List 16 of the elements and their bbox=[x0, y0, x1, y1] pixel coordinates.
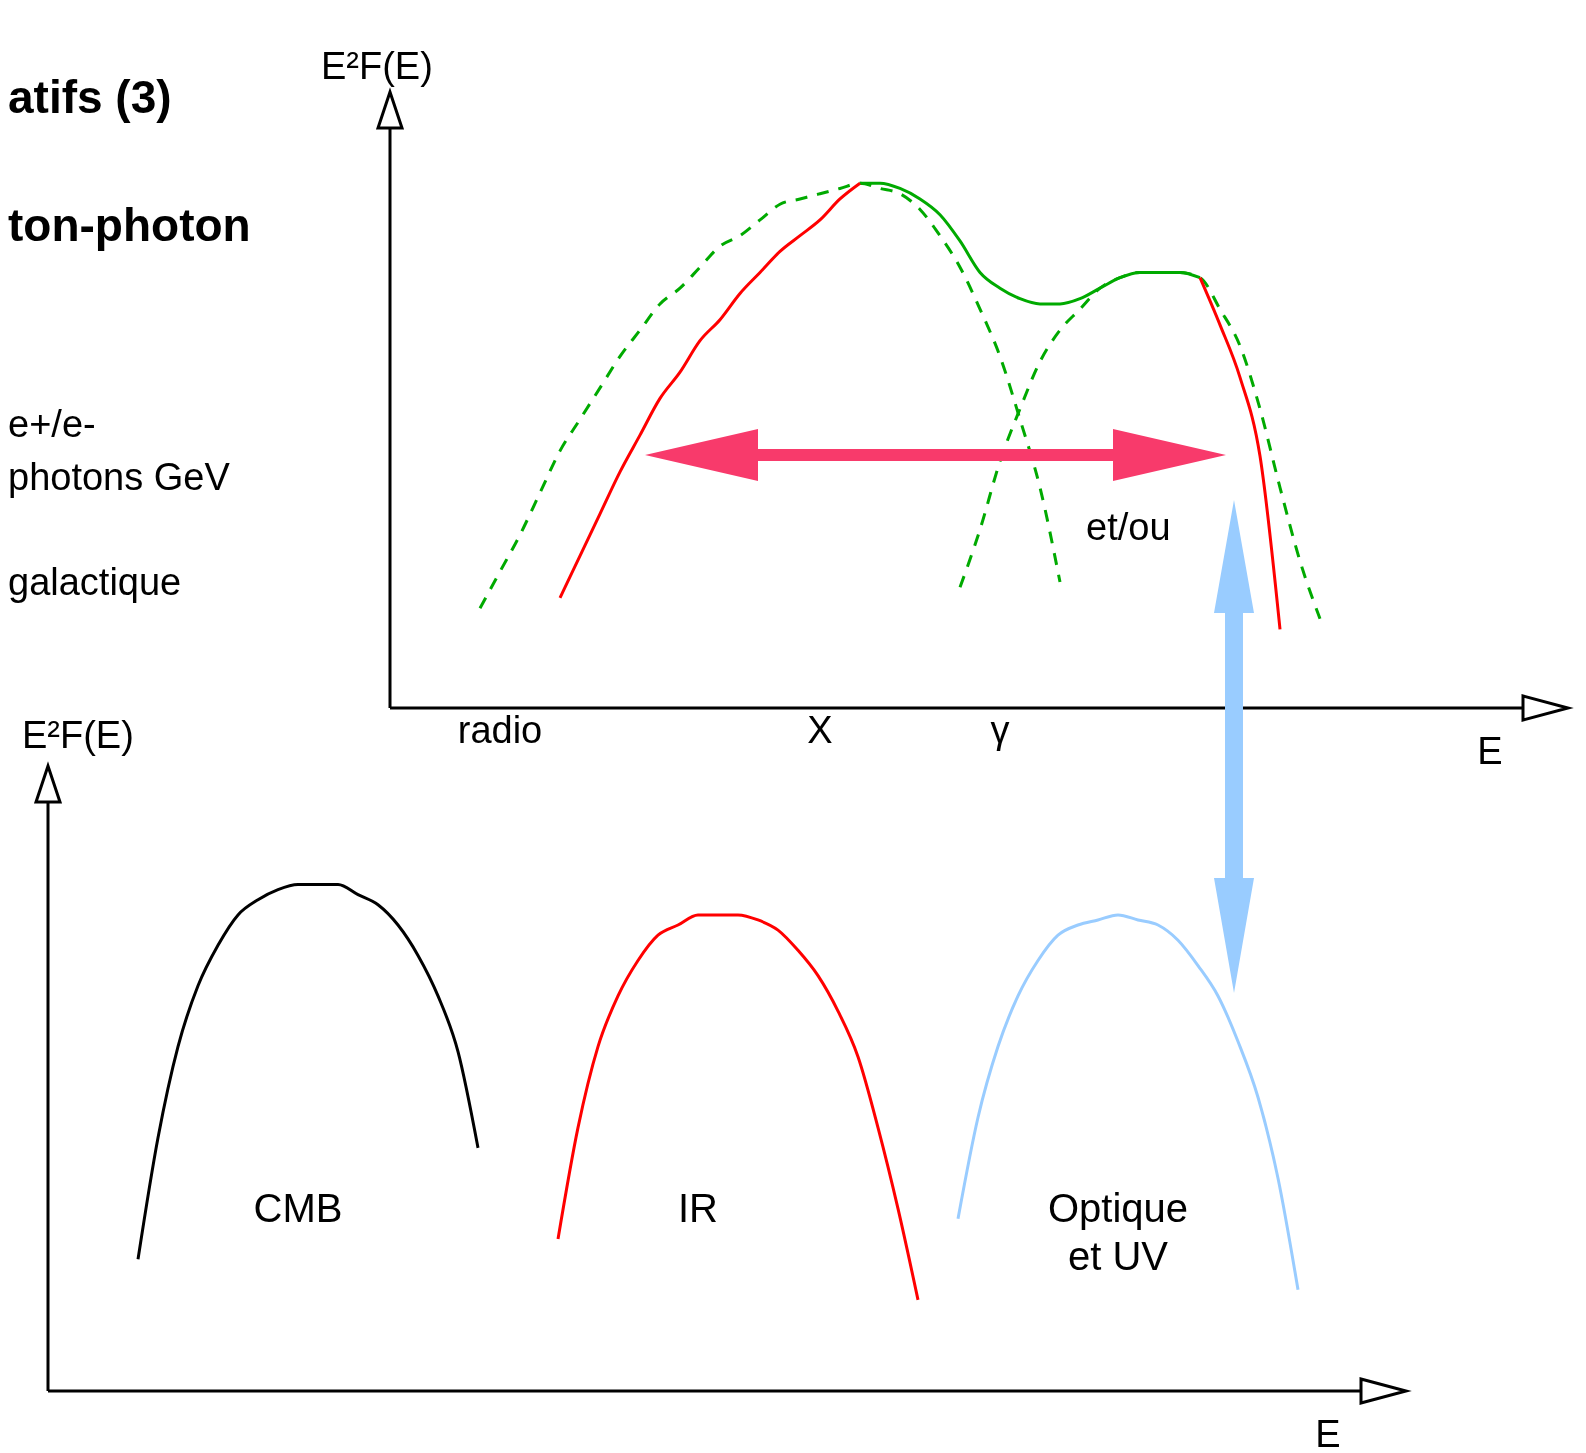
y-axis-title: E²F(E) bbox=[321, 45, 433, 88]
text: ton-photon bbox=[8, 198, 251, 252]
text: galactique bbox=[8, 561, 182, 604]
text: IR bbox=[677, 1185, 719, 1232]
text: e+/e- bbox=[8, 403, 96, 446]
text: Optique et UV bbox=[1046, 1185, 1190, 1280]
x-tick-label: X bbox=[807, 708, 833, 751]
annotation: et/ou bbox=[1086, 506, 1171, 549]
x-tick-label: radio bbox=[457, 708, 543, 751]
y-axis-title: E²F(E) bbox=[22, 714, 134, 757]
x-axis-title: E bbox=[1476, 730, 1504, 773]
text: CMB bbox=[252, 1185, 344, 1232]
text: atifs (3) bbox=[8, 70, 172, 124]
x-axis-title: E bbox=[1314, 1413, 1342, 1453]
text: photons GeV bbox=[8, 456, 230, 499]
x-tick-label: γ bbox=[990, 708, 1010, 751]
